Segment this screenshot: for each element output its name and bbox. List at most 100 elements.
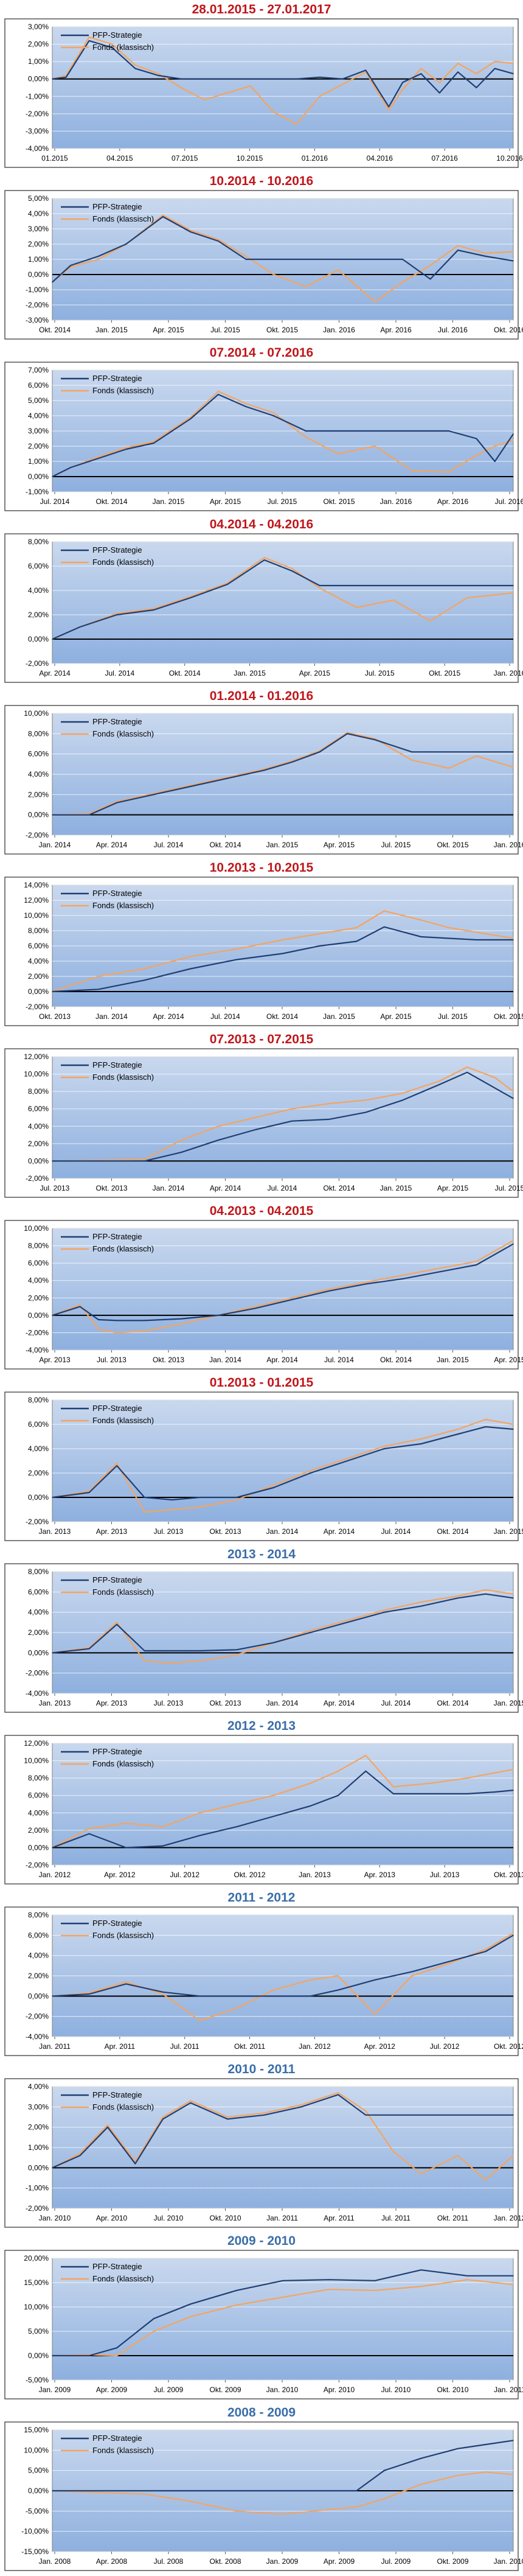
legend-item-fonds: Fonds (klassisch) [92,901,154,910]
y-tick-label: 3,00% [28,427,49,435]
x-tick-label: Jul. 2016 [495,497,523,506]
data-point [282,2513,283,2515]
x-tick-label: 01.2015 [41,154,68,163]
data-point [218,391,219,392]
data-point [420,2173,422,2175]
y-tick-label: 6,00% [28,1420,49,1429]
data-point [513,1597,514,1599]
data-point [98,1328,99,1330]
x-tick-label: Apr. 2015 [210,497,241,506]
data-point [513,1240,514,1241]
x-tick-label: Okt. 2013 [209,1527,241,1536]
data-point [273,1995,274,1997]
y-tick-label: -2,00% [26,301,49,309]
data-point [402,82,403,83]
data-point [305,430,307,432]
y-tick-label: 20,00% [24,2254,49,2263]
data-point [420,2483,422,2485]
data-point [365,1755,367,1756]
y-tick-label: -2,00% [26,1328,49,1337]
data-point [273,1487,274,1488]
x-tick-label: Jan. 2014 [266,1699,299,1707]
x-tick-label: Jul. 2014 [324,1356,354,1364]
x-tick-label: Jan. 2009 [39,2385,71,2394]
x-tick-label: Jul. 2011 [381,2214,410,2222]
y-tick-label: 6,00% [28,381,49,390]
legend-item-pfp-strategie: PFP-Strategie [92,2262,142,2271]
data-point [88,814,90,816]
data-point [338,269,339,271]
data-point [365,1099,367,1101]
data-point [190,2100,192,2102]
data-point [513,1593,514,1595]
data-point [236,2490,238,2491]
y-tick-label: -15,00% [21,2547,49,2556]
chart-panel: 01.2013 - 01.2015 8,00% 6,00% 4,00% 2,00% 0,0… [0,1373,523,1545]
x-tick-label: Jan. 2015 [95,326,128,334]
data-point [116,1465,117,1466]
data-point [153,441,154,443]
data-point [356,607,358,608]
data-point [338,430,339,432]
x-tick-label: Jan. 2013 [39,1699,71,1707]
data-point [466,597,468,598]
y-tick-label: 6,00% [28,942,49,950]
data-point [429,585,431,586]
x-tick-label: Apr. 2014 [96,841,128,849]
x-tick-label: Jul. 2015 [365,669,395,677]
data-point [144,2490,145,2491]
data-point [374,301,376,303]
data-point [245,406,247,407]
data-point [273,1794,274,1796]
y-tick-label: 4,00% [28,1122,49,1130]
y-tick-label: 0,00% [28,1648,49,1657]
data-point [65,77,67,78]
y-tick-label: 10,00% [24,1757,49,1765]
line-chart: 7,00% 6,00% 5,00% 4,00% 3,00% 2,00% 1,00% 0,00%… [4,362,523,511]
data-point [227,78,228,80]
data-point [448,1963,449,1964]
data-point [79,1304,81,1306]
y-tick-label: 10,00% [24,1224,49,1233]
data-point [494,68,496,69]
data-point [107,1160,108,1162]
data-point [513,1091,514,1092]
data-point [153,794,154,796]
chart-panel: 2008 - 2009 15,00% 10,00% 5,00% 0,00% -5,00% -… [0,2403,523,2575]
data-point [190,2102,192,2104]
x-tick-label: Jul. 2014 [268,1184,297,1192]
y-tick-label: 10,00% [24,911,49,920]
data-point [79,1306,81,1307]
y-tick-label: 0,00% [28,1493,49,1502]
data-point [162,1826,164,1827]
data-point [305,259,307,260]
data-point [52,1160,53,1162]
line-chart: 5,00% 4,00% 3,00% 2,00% 1,00% 0,00% -1,00% -2,0… [4,190,523,340]
data-point [254,1306,256,1307]
chart-title: 07.2014 - 07.2016 [209,346,314,360]
data-point [347,732,348,733]
y-tick-label: 2,00% [28,240,49,248]
plot-area [52,2258,514,2381]
data-point [273,111,274,113]
x-tick-label: Apr. 2014 [324,1527,355,1536]
chart-panel: 07.2014 - 07.2016 7,00% 6,00% 5,00% 4,00% 3,0… [0,343,523,515]
data-point [162,1991,164,1993]
data-point [485,2114,487,2116]
data-point [411,1971,412,1973]
data-point [328,1103,330,1104]
y-tick-label: 1,00% [28,457,49,466]
data-point [420,73,422,74]
data-point [393,585,394,586]
data-point [494,461,496,462]
y-tick-label: 15,00% [24,2426,49,2434]
y-tick-label: 4,00% [28,1276,49,1285]
data-point [171,1509,173,1510]
y-tick-label: 4,00% [28,770,49,779]
data-point [199,1812,201,1814]
y-tick-label: 4,00% [28,209,49,218]
x-tick-label: Jul. 2008 [154,2557,184,2566]
data-point [319,945,320,947]
x-tick-label: Okt. 2013 [95,1184,127,1192]
chart-title: 2013 - 2014 [227,1547,296,1561]
